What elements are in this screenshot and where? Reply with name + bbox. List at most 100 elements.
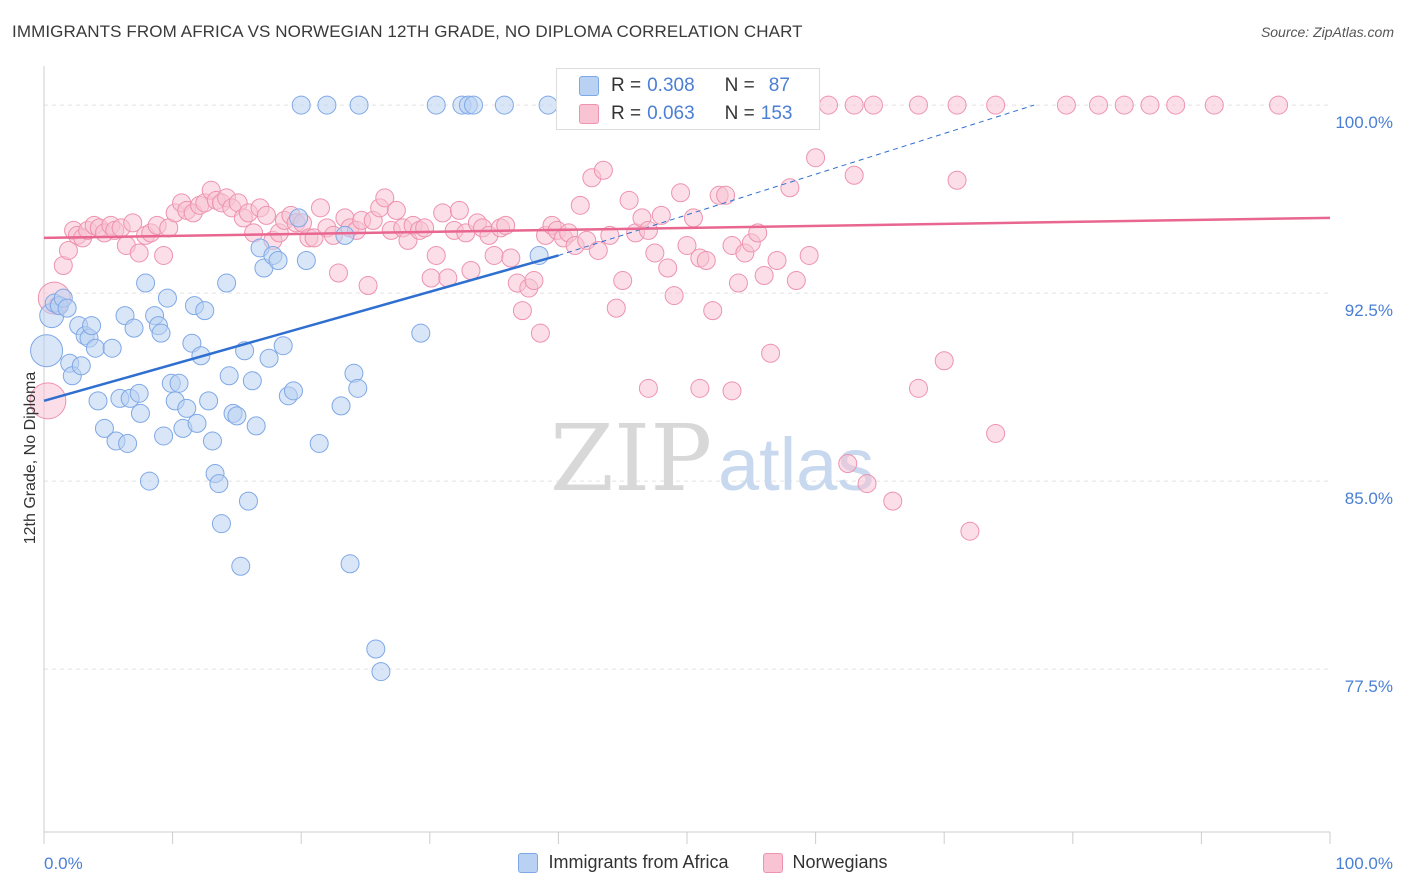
africa-point bbox=[124, 318, 144, 338]
africa-point bbox=[139, 471, 159, 491]
norwegians-point bbox=[375, 188, 395, 208]
africa-point bbox=[130, 403, 150, 423]
norwegians-point bbox=[703, 301, 723, 321]
africa-point bbox=[335, 225, 355, 245]
norwegians-point bbox=[960, 521, 980, 541]
norwegians-point bbox=[1114, 95, 1134, 115]
africa-point bbox=[371, 662, 391, 682]
norwegians-point bbox=[524, 271, 544, 291]
norwegians-point bbox=[1089, 95, 1109, 115]
legend-label-africa: Immigrants from Africa bbox=[548, 852, 729, 872]
norwegians-point bbox=[677, 235, 697, 255]
africa-point bbox=[118, 433, 138, 453]
y-tick-label: 77.5% bbox=[1345, 677, 1393, 696]
norwegians-point bbox=[786, 271, 806, 291]
norwegians-point bbox=[512, 301, 532, 321]
africa-point bbox=[340, 554, 360, 574]
legend-label-norwegians: Norwegians bbox=[792, 852, 888, 872]
africa-point bbox=[102, 338, 122, 358]
africa-point bbox=[291, 95, 311, 115]
africa-point bbox=[199, 391, 219, 411]
y-tick-label: 100.0% bbox=[1335, 113, 1393, 132]
norwegians-point bbox=[501, 248, 521, 268]
africa-point bbox=[82, 316, 102, 336]
africa-point bbox=[289, 208, 309, 228]
africa-point bbox=[309, 433, 329, 453]
norwegians-point bbox=[1140, 95, 1160, 115]
norwegians-point bbox=[1166, 95, 1186, 115]
axes bbox=[43, 66, 1331, 844]
africa-point bbox=[494, 95, 514, 115]
africa-point bbox=[94, 418, 114, 438]
africa-point bbox=[57, 298, 77, 318]
norwegians-point bbox=[838, 454, 858, 474]
legend-swatch-norwegians bbox=[579, 104, 599, 124]
legend-r-label: R = bbox=[611, 75, 642, 96]
africa-point bbox=[283, 381, 303, 401]
legend-r-value: 0.308 bbox=[647, 75, 695, 96]
y-tick-label: 85.0% bbox=[1345, 489, 1393, 508]
norwegians-point bbox=[844, 95, 864, 115]
source-label: Source: ZipAtlas.com bbox=[1260, 24, 1394, 40]
norwegians-point bbox=[754, 266, 774, 286]
norwegians-point bbox=[780, 178, 800, 198]
africa-point bbox=[366, 639, 386, 659]
norwegians-point bbox=[123, 213, 143, 233]
norwegians-point bbox=[908, 95, 928, 115]
norwegians-point bbox=[461, 261, 481, 281]
y-tick-label: 92.5% bbox=[1345, 301, 1393, 320]
africa-point bbox=[217, 273, 237, 293]
norwegians-point bbox=[716, 185, 736, 205]
norwegians-point bbox=[310, 198, 330, 218]
norwegians-point bbox=[593, 160, 613, 180]
norwegians-point bbox=[806, 148, 826, 168]
norwegians-point bbox=[986, 423, 1006, 443]
norwegians-point bbox=[844, 165, 864, 185]
norwegians-trend-line bbox=[43, 216, 1331, 240]
legend-item-norwegians[interactable]: Norwegians bbox=[762, 852, 888, 873]
legend-n-value: 87 bbox=[768, 75, 790, 96]
africa-point bbox=[273, 336, 293, 356]
africa-point bbox=[71, 356, 91, 376]
norwegians-point bbox=[651, 205, 671, 225]
legend-item-africa[interactable]: Immigrants from Africa bbox=[518, 852, 729, 873]
norwegians-point bbox=[683, 208, 703, 228]
norwegians-point bbox=[530, 323, 550, 343]
norwegians-point bbox=[645, 243, 665, 263]
norwegians-point bbox=[415, 218, 435, 238]
x-tick-label: 0.0% bbox=[44, 854, 83, 873]
norwegians-point bbox=[664, 286, 684, 306]
africa-point bbox=[296, 250, 316, 270]
norwegians-point bbox=[1269, 95, 1289, 115]
norwegians-point bbox=[638, 378, 658, 398]
africa-point bbox=[227, 406, 247, 426]
legend-n-label: N = bbox=[724, 103, 755, 124]
legend-n-value: 153 bbox=[760, 103, 793, 124]
norwegians-point bbox=[588, 240, 608, 260]
africa-point bbox=[348, 378, 368, 398]
legend-r-label: R = bbox=[611, 103, 642, 124]
norwegians-point bbox=[154, 245, 174, 265]
africa-point bbox=[242, 371, 262, 391]
norwegians-point bbox=[908, 378, 928, 398]
norwegians-point bbox=[570, 195, 590, 215]
norwegians-point bbox=[606, 298, 626, 318]
x-tick-label: 100.0% bbox=[1335, 854, 1393, 873]
norwegians-point bbox=[857, 474, 877, 494]
africa-point bbox=[151, 323, 171, 343]
africa-point bbox=[209, 474, 229, 494]
legend-row-africa: R = 0.308 N = 87 bbox=[557, 73, 790, 99]
africa-point bbox=[538, 95, 558, 115]
norwegians-point bbox=[767, 250, 787, 270]
legend-n-label: N = bbox=[724, 75, 755, 96]
legend-swatch-africa bbox=[518, 852, 539, 873]
africa-point bbox=[349, 95, 369, 115]
norwegians-point bbox=[613, 271, 633, 291]
axis-labels: 100.0% 92.5% 85.0% 77.5% 0.0% 100.0% 12th Grad… bbox=[22, 113, 1393, 873]
africa-point bbox=[219, 366, 239, 386]
africa-point bbox=[129, 383, 149, 403]
norwegians-point bbox=[129, 243, 149, 263]
norwegians-point bbox=[934, 351, 954, 371]
africa-point bbox=[238, 491, 258, 511]
